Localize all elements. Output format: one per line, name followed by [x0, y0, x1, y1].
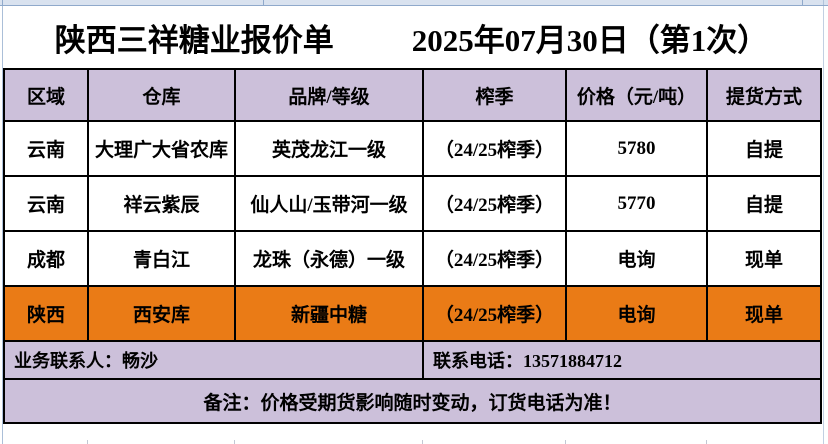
gridline-vertical-left: [2, 0, 3, 444]
quote-date: 2025年07月30日（第1次）: [411, 23, 769, 58]
gridline-tick: [263, 0, 264, 6]
cell-season[interactable]: （24/25榨季）: [422, 175, 567, 232]
cell-region[interactable]: 云南: [3, 120, 89, 177]
remark-row: 备注：价格受期货影响随时变动，订货电话为准！: [3, 378, 822, 424]
cell-delivery[interactable]: 现单: [706, 285, 822, 342]
cell-delivery[interactable]: 现单: [706, 230, 822, 287]
cell-brand[interactable]: 仙人山/玉带河一级: [234, 175, 424, 232]
worksheet-gridline-strip-top: [0, 0, 828, 6]
remark-cell[interactable]: 备注：价格受期货影响随时变动，订货电话为准！: [3, 378, 822, 424]
cell-warehouse[interactable]: 大理广大省农库: [87, 120, 236, 177]
cell-warehouse[interactable]: 祥云紫辰: [87, 175, 236, 232]
cell-region[interactable]: 云南: [3, 175, 89, 232]
column-header[interactable]: 价格（元/吨）: [565, 68, 708, 122]
cell-price[interactable]: 5780: [565, 120, 708, 177]
column-header[interactable]: 仓库: [87, 68, 236, 122]
cell-delivery[interactable]: 自提: [706, 175, 822, 232]
cell-season[interactable]: （24/25榨季）: [422, 120, 567, 177]
cell-season[interactable]: （24/25榨季）: [422, 230, 567, 287]
page-title: 陕西三祥糖业报价单: [54, 23, 334, 58]
table-header-row: 区域 仓库 品牌/等级 榨季 价格（元/吨） 提货方式: [3, 68, 822, 122]
column-header[interactable]: 提货方式: [706, 68, 822, 122]
column-header[interactable]: 区域: [3, 68, 89, 122]
cell-brand[interactable]: 英茂龙江一级: [234, 120, 424, 177]
column-header[interactable]: 品牌/等级: [234, 68, 424, 122]
table-row: 云南 祥云紫辰 仙人山/玉带河一级 （24/25榨季） 5770 自提: [3, 175, 822, 232]
cell-region[interactable]: 陕西: [3, 285, 89, 342]
cell-price[interactable]: 电询: [565, 285, 708, 342]
table-row: 陕西 西安库 新疆中糖 （24/25榨季） 电询 现单: [3, 285, 822, 342]
gridline-tick: [234, 440, 235, 444]
contact-phone-cell[interactable]: 联系电话：13571884712: [422, 340, 822, 380]
cell-price[interactable]: 电询: [565, 230, 708, 287]
gridline-tick: [565, 440, 566, 444]
gridline-tick: [87, 440, 88, 444]
table-row: 云南 大理广大省农库 英茂龙江一级 （24/25榨季） 5780 自提: [3, 120, 822, 177]
cell-season[interactable]: （24/25榨季）: [422, 285, 567, 342]
gridline-tick: [802, 0, 803, 6]
contact-row: 业务联系人：畅沙 联系电话：13571884712: [3, 340, 822, 380]
cell-warehouse[interactable]: 西安库: [87, 285, 236, 342]
gridline-tick: [422, 440, 423, 444]
cell-delivery[interactable]: 自提: [706, 120, 822, 177]
gridline-vertical-right: [823, 0, 824, 444]
table-row: 成都 青白江 龙珠（永德）一级 （24/25榨季） 电询 现单: [3, 230, 822, 287]
cell-brand[interactable]: 龙珠（永德）一级: [234, 230, 424, 287]
cell-region[interactable]: 成都: [3, 230, 89, 287]
gridline-tick: [706, 440, 707, 444]
cell-warehouse[interactable]: 青白江: [87, 230, 236, 287]
contact-person-cell[interactable]: 业务联系人：畅沙: [3, 340, 424, 380]
cell-brand[interactable]: 新疆中糖: [234, 285, 424, 342]
cell-price[interactable]: 5770: [565, 175, 708, 232]
column-header[interactable]: 榨季: [422, 68, 567, 122]
price-table: 区域 仓库 品牌/等级 榨季 价格（元/吨） 提货方式 云南 大理广大省农库: [3, 68, 822, 424]
sheet-title-cell[interactable]: 陕西三祥糖业报价单 2025年07月30日（第1次）: [3, 7, 820, 68]
